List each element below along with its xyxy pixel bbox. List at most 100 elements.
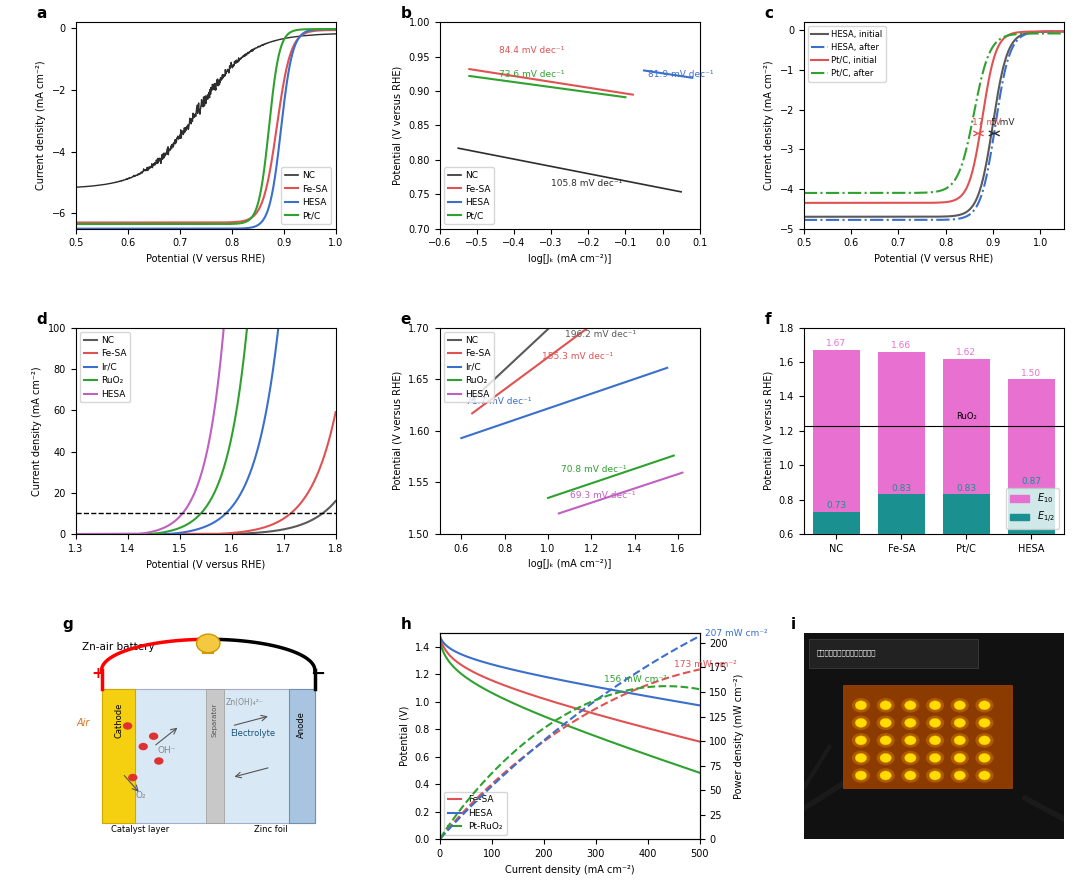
Text: i: i (791, 617, 796, 632)
Circle shape (138, 743, 148, 750)
Circle shape (880, 701, 891, 710)
Circle shape (877, 698, 894, 713)
Text: Air: Air (77, 718, 90, 728)
Bar (1008, 488, 1055, 638)
Circle shape (950, 715, 969, 730)
Circle shape (852, 751, 870, 765)
Text: Zn-air battery: Zn-air battery (82, 641, 154, 652)
Circle shape (930, 701, 941, 710)
Y-axis label: Potential (V versus RHE): Potential (V versus RHE) (393, 371, 403, 490)
Circle shape (978, 736, 990, 745)
Y-axis label: Potential (V): Potential (V) (399, 706, 409, 766)
Text: OH⁻: OH⁻ (158, 746, 176, 755)
Circle shape (852, 715, 870, 730)
Text: 0.87: 0.87 (1022, 477, 1041, 486)
Text: b: b (401, 6, 411, 21)
Circle shape (930, 736, 941, 745)
Text: 173 mW cm⁻²: 173 mW cm⁻² (674, 661, 737, 670)
Bar (205, 689, 224, 823)
X-axis label: Current density (mA cm⁻²): Current density (mA cm⁻²) (504, 864, 635, 875)
Legend: NC, Fe-SA, HESA, Pt/C: NC, Fe-SA, HESA, Pt/C (281, 167, 332, 224)
Circle shape (123, 722, 132, 730)
Text: 0.73: 0.73 (826, 501, 847, 510)
Circle shape (926, 768, 944, 782)
Bar (878, 352, 924, 638)
Circle shape (877, 733, 894, 747)
Legend: NC, Fe-SA, HESA, Pt/C: NC, Fe-SA, HESA, Pt/C (444, 167, 494, 224)
Circle shape (975, 698, 994, 713)
Circle shape (902, 715, 919, 730)
Circle shape (880, 771, 891, 780)
Circle shape (975, 751, 994, 765)
Text: c: c (765, 6, 773, 21)
Text: 155.3 mV dec⁻¹: 155.3 mV dec⁻¹ (541, 352, 612, 361)
Legend: NC, Fe-SA, Ir/C, RuO₂, HESA: NC, Fe-SA, Ir/C, RuO₂, HESA (80, 332, 130, 403)
Circle shape (905, 736, 916, 745)
X-axis label: log[Jₖ (mA cm⁻²)]: log[Jₖ (mA cm⁻²)] (528, 254, 611, 264)
X-axis label: Potential (V versus RHE): Potential (V versus RHE) (874, 254, 994, 264)
Text: 1.62: 1.62 (956, 348, 976, 357)
X-axis label: log[Jₖ (mA cm⁻²)]: log[Jₖ (mA cm⁻²)] (528, 559, 611, 570)
Circle shape (975, 733, 994, 747)
Text: Electrolyte: Electrolyte (230, 730, 275, 739)
Text: 中国科学院深圳先进技术研究院: 中国科学院深圳先进技术研究院 (816, 649, 876, 656)
Text: d: d (37, 312, 48, 327)
Circle shape (902, 751, 919, 765)
Bar (813, 512, 860, 638)
X-axis label: Potential (V versus RHE): Potential (V versus RHE) (146, 254, 266, 264)
Circle shape (129, 774, 137, 781)
Circle shape (855, 701, 866, 710)
Bar (102, 689, 315, 823)
Circle shape (852, 768, 870, 782)
Circle shape (950, 698, 969, 713)
Text: 1.66: 1.66 (891, 341, 912, 350)
Circle shape (855, 771, 866, 780)
Text: 69.3 mV dec⁻¹: 69.3 mV dec⁻¹ (570, 491, 635, 500)
Y-axis label: Current density (mA cm⁻²): Current density (mA cm⁻²) (764, 61, 774, 190)
Circle shape (197, 634, 220, 653)
Bar (878, 495, 924, 638)
Circle shape (852, 698, 870, 713)
Circle shape (930, 771, 941, 780)
Bar (813, 350, 860, 638)
Text: −: − (310, 664, 325, 682)
Circle shape (954, 754, 966, 763)
Text: 1.50: 1.50 (1022, 369, 1041, 378)
Y-axis label: Current density (mA cm⁻²): Current density (mA cm⁻²) (32, 366, 42, 496)
Circle shape (877, 768, 894, 782)
Circle shape (926, 751, 944, 765)
Circle shape (950, 733, 969, 747)
Circle shape (978, 754, 990, 763)
Circle shape (978, 718, 990, 728)
Circle shape (902, 733, 919, 747)
Text: a: a (37, 6, 46, 21)
Circle shape (852, 733, 870, 747)
Legend: Fe-SA, HESA, Pt-RuO₂: Fe-SA, HESA, Pt-RuO₂ (444, 792, 507, 835)
Bar (943, 495, 989, 638)
Circle shape (877, 715, 894, 730)
Circle shape (975, 768, 994, 782)
Circle shape (902, 768, 919, 782)
Circle shape (880, 736, 891, 745)
Circle shape (905, 771, 916, 780)
Circle shape (154, 757, 163, 764)
Text: f: f (765, 312, 771, 327)
Text: 0.83: 0.83 (891, 484, 912, 493)
Text: 207 mW cm⁻²: 207 mW cm⁻² (705, 629, 768, 638)
Circle shape (978, 771, 990, 780)
Circle shape (880, 718, 891, 728)
Circle shape (950, 751, 969, 765)
Y-axis label: Power density (mW cm⁻²): Power density (mW cm⁻²) (733, 673, 744, 799)
Circle shape (954, 771, 966, 780)
Text: Catalyst layer: Catalyst layer (111, 825, 170, 834)
Circle shape (954, 736, 966, 745)
Text: +: + (91, 666, 104, 681)
Circle shape (978, 701, 990, 710)
Text: g: g (63, 617, 73, 632)
Bar (288, 689, 315, 823)
Circle shape (877, 751, 894, 765)
Text: 73.6 mV dec⁻¹: 73.6 mV dec⁻¹ (499, 70, 565, 79)
Bar (943, 359, 989, 638)
Circle shape (902, 698, 919, 713)
Text: 81.9 mV dec⁻¹: 81.9 mV dec⁻¹ (648, 70, 713, 79)
